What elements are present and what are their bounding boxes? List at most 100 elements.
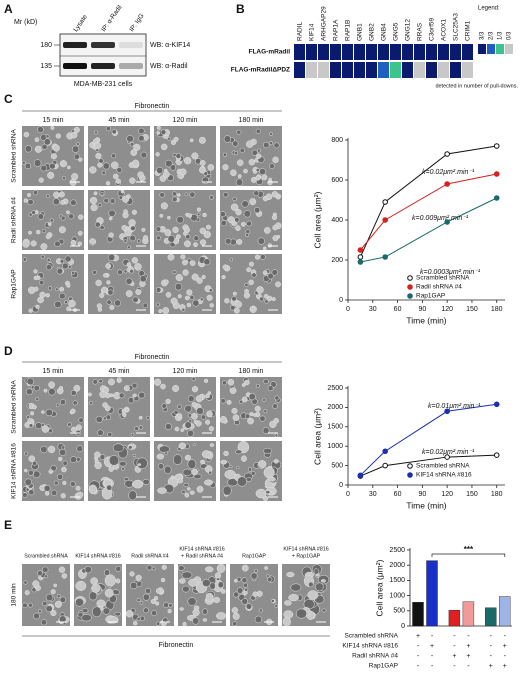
cell [136, 580, 143, 587]
data-point [493, 452, 500, 458]
cell [132, 159, 140, 167]
time-label: 15 min [42, 368, 63, 375]
cell [123, 385, 130, 392]
y-tick-label: 1000 [327, 443, 343, 450]
cell [272, 403, 278, 409]
cell [64, 300, 69, 305]
column-label: GNB1 [357, 23, 364, 41]
cell [189, 295, 195, 300]
cell [271, 214, 278, 221]
condition-sign: + [466, 643, 470, 650]
panel-label: A [4, 2, 13, 16]
cell [126, 262, 132, 267]
cell [67, 422, 72, 427]
cell [254, 207, 261, 214]
cell [99, 225, 105, 231]
cell [40, 243, 48, 251]
cell [282, 616, 291, 627]
cell [60, 200, 65, 205]
cell [41, 410, 45, 414]
cell [171, 191, 177, 197]
heat-cell [366, 44, 377, 60]
cell [196, 485, 204, 493]
band [91, 63, 115, 69]
legend-marker [407, 463, 413, 469]
cell [140, 151, 148, 159]
cell [269, 491, 274, 496]
cell [174, 283, 183, 291]
cell [174, 426, 180, 432]
cell [136, 457, 148, 470]
cell [26, 377, 35, 386]
y-tick-label: 500 [331, 462, 343, 469]
cell [30, 240, 37, 247]
cell [245, 229, 251, 234]
cell [244, 413, 251, 419]
cell [172, 384, 180, 392]
cell [37, 213, 44, 220]
cell [75, 485, 81, 491]
cell [61, 262, 69, 270]
cell [101, 286, 108, 294]
cell [209, 443, 215, 447]
lane-label: IP: α-Radil [100, 4, 124, 33]
cell [106, 484, 113, 491]
cell [158, 309, 163, 314]
cell [116, 167, 123, 173]
cell [170, 139, 177, 146]
cell [216, 577, 221, 581]
row-label: Scrambled shRNA [11, 380, 18, 434]
y-tick-label: 1500 [389, 577, 405, 584]
cell [221, 275, 226, 280]
cell [45, 134, 50, 139]
cell [269, 476, 276, 482]
cell [234, 578, 238, 583]
cell [136, 239, 141, 243]
cell [75, 580, 87, 591]
cell [96, 303, 103, 309]
x-tick-label: 90 [418, 491, 426, 498]
cell [156, 125, 161, 130]
condition-sign: + [503, 663, 507, 670]
cell [189, 138, 194, 143]
bar [412, 602, 424, 627]
cell [275, 281, 281, 288]
cell [232, 414, 240, 421]
cell [23, 131, 30, 138]
x-tick-label: 60 [394, 306, 402, 313]
cell [60, 493, 66, 499]
cell [236, 129, 242, 135]
cell [161, 564, 167, 570]
cell [193, 235, 200, 242]
cell [143, 607, 149, 614]
cell [123, 269, 128, 274]
cell [59, 399, 66, 406]
cell [58, 456, 63, 462]
cell [179, 607, 184, 611]
cell [155, 601, 160, 606]
cell [276, 195, 281, 200]
cell [192, 443, 197, 446]
cell [188, 578, 199, 587]
cell [167, 136, 172, 141]
cell [129, 177, 136, 184]
substrate-label: Fibronectin [135, 103, 170, 110]
y-tick-label: 800 [331, 137, 343, 144]
cell [95, 152, 102, 159]
cell [215, 612, 227, 620]
cell [237, 476, 247, 487]
cell [78, 214, 84, 220]
cell [54, 300, 62, 309]
cell [35, 397, 40, 402]
cell [129, 269, 134, 274]
cell [187, 258, 192, 263]
cell [254, 254, 261, 260]
cell [180, 254, 186, 260]
condition-label: Rap1GAP [369, 663, 398, 670]
cell [161, 403, 167, 409]
cell [232, 291, 237, 296]
cell [227, 216, 235, 224]
cell [56, 594, 61, 599]
cell [244, 587, 249, 592]
cell [243, 210, 252, 218]
